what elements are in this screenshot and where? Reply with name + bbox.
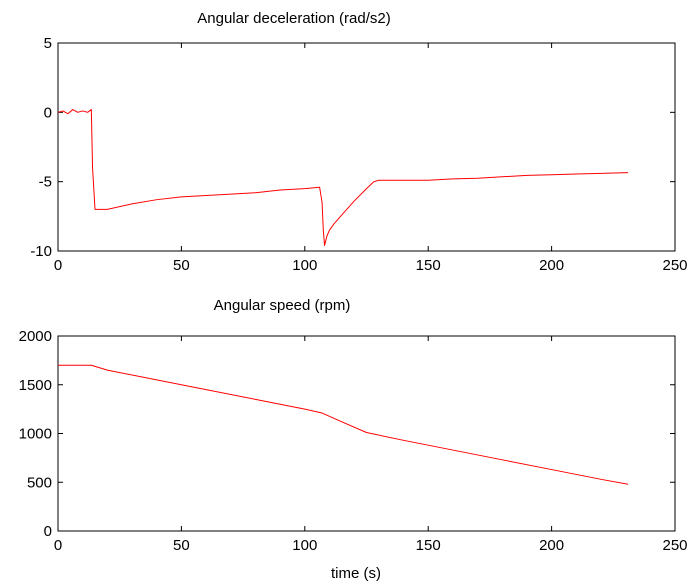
speed-series-line <box>58 364 629 485</box>
speed-x-tick-label: 200 <box>539 537 564 554</box>
deceleration-y-tick-label: 0 <box>44 104 52 121</box>
speed-title: Angular speed (rpm) <box>214 297 351 314</box>
deceleration-y-tick-label: -5 <box>39 174 52 191</box>
speed-x-tick-label: 150 <box>416 537 441 554</box>
speed-x-tick-label: 250 <box>662 537 687 554</box>
speed-x-tick-label: 0 <box>54 537 62 554</box>
deceleration-title: Angular deceleration (rad/s2) <box>197 10 390 27</box>
speed-ticks: 0 50 100 150 200 250 2000 1500 1000 500 0 <box>19 328 688 554</box>
speed-x-tick-label: 50 <box>173 537 190 554</box>
deceleration-panel: Angular deceleration (rad/s2) 0 50 100 150 2… <box>30 10 687 274</box>
deceleration-y-tick-label: 5 <box>44 35 52 52</box>
speed-x-axis-label: time (s) <box>331 565 381 582</box>
speed-panel: Angular speed (rpm) 0 50 100 150 200 250 2000 1… <box>19 297 688 582</box>
deceleration-x-tick-label: 150 <box>416 257 441 274</box>
deceleration-x-tick-label: 50 <box>173 257 190 274</box>
speed-y-tick-label: 2000 <box>19 328 52 345</box>
speed-y-tick-label: 0 <box>44 523 52 540</box>
deceleration-y-tick-label: -10 <box>30 243 52 260</box>
deceleration-x-tick-label: 0 <box>54 257 62 274</box>
speed-plot-area <box>57 335 676 532</box>
speed-y-tick-label: 1000 <box>19 426 52 443</box>
deceleration-x-tick-label: 200 <box>539 257 564 274</box>
speed-y-tick-label: 1500 <box>19 377 52 394</box>
deceleration-plot-area <box>57 42 676 252</box>
deceleration-x-tick-label: 250 <box>662 257 687 274</box>
speed-y-tick-label: 500 <box>27 474 52 491</box>
deceleration-x-tick-label: 100 <box>292 257 317 274</box>
speed-x-tick-label: 100 <box>292 537 317 554</box>
deceleration-series-line <box>57 109 629 246</box>
